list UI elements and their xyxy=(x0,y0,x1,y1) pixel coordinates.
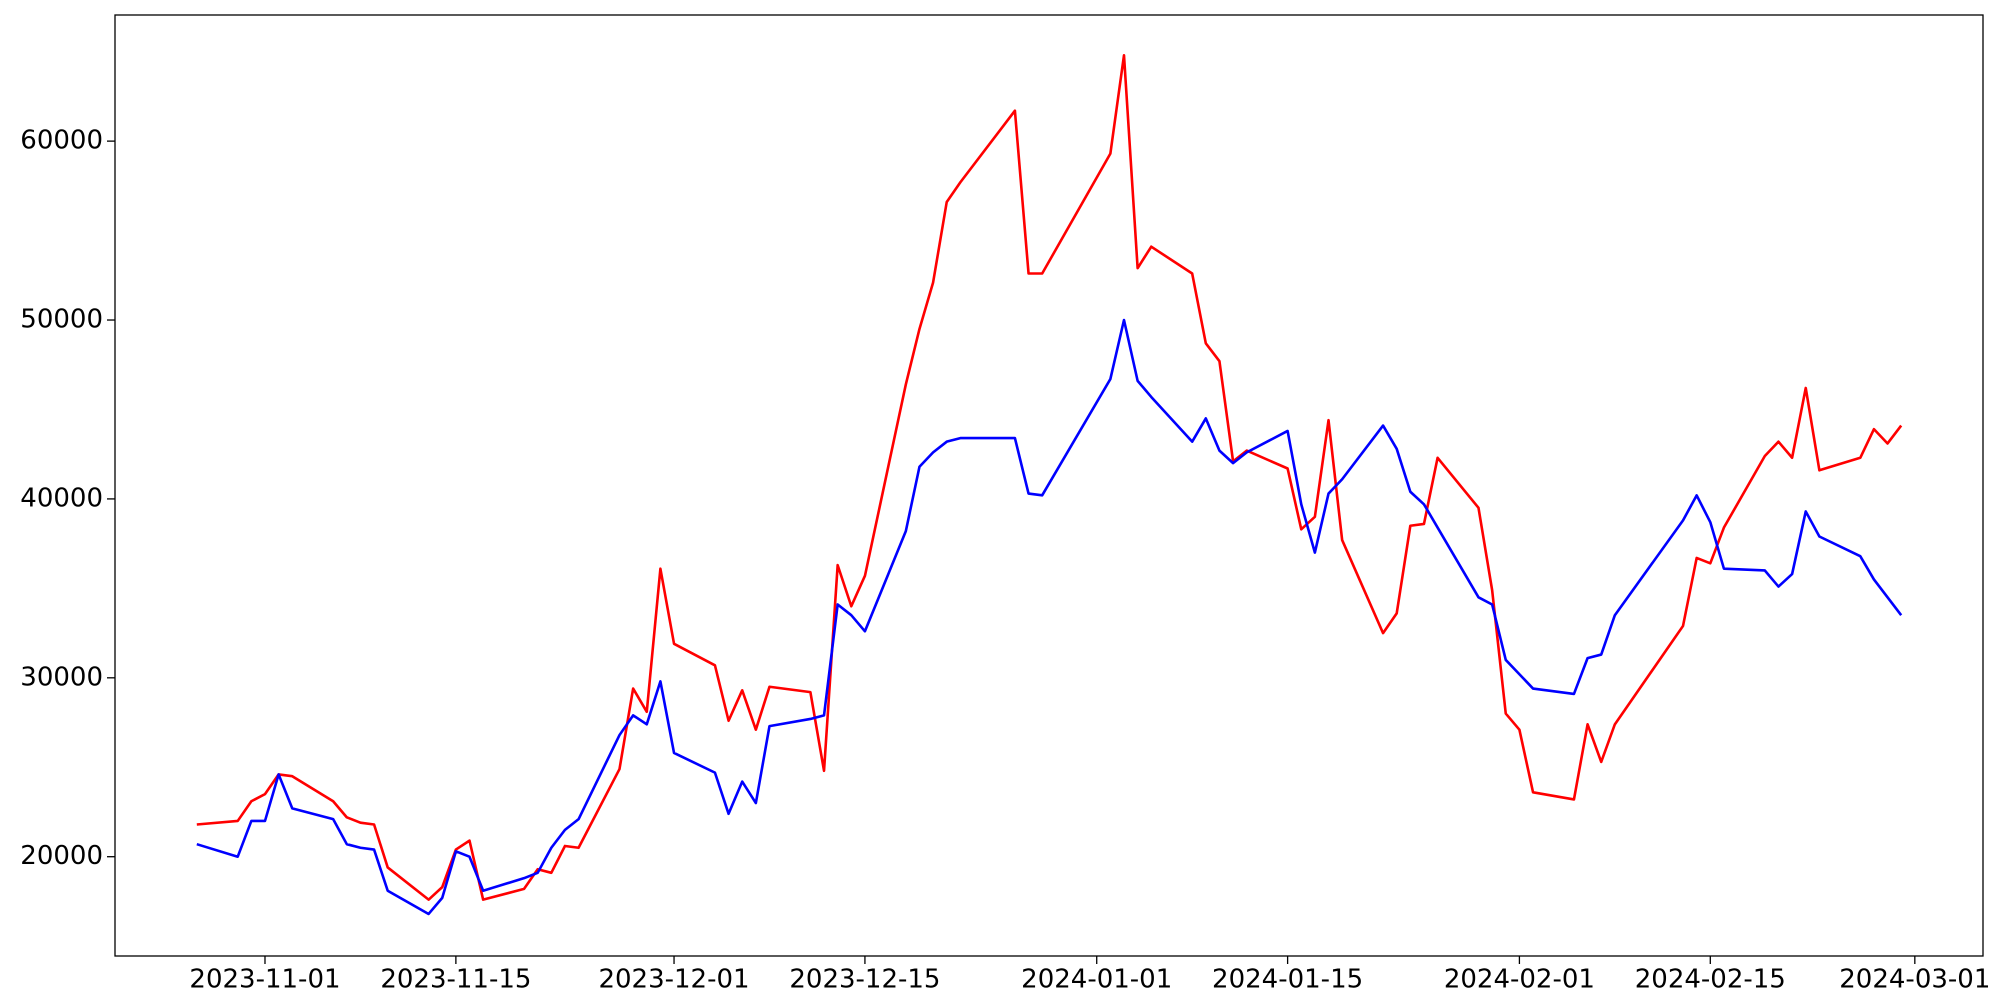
y-tick-label: 60000 xyxy=(20,126,103,156)
x-tick-label: 2024-01-01 xyxy=(1021,965,1172,995)
y-tick-label: 20000 xyxy=(20,841,103,871)
x-tick-label: 2023-12-15 xyxy=(789,965,940,995)
x-tick-label: 2023-11-15 xyxy=(380,965,531,995)
line-series xyxy=(196,53,1903,901)
plot-frame xyxy=(114,14,1984,957)
y-tick-label: 40000 xyxy=(20,483,103,513)
x-tick-label: 2023-12-01 xyxy=(598,965,749,995)
x-tick-label: 2024-02-01 xyxy=(1444,965,1595,995)
x-tick-label: 2024-03-01 xyxy=(1839,965,1990,995)
y-tick-label: 50000 xyxy=(20,305,103,335)
x-tick-label: 2024-01-15 xyxy=(1212,965,1363,995)
line-series xyxy=(196,318,1903,916)
x-tick-label: 2023-11-01 xyxy=(189,965,340,995)
y-tick-label: 30000 xyxy=(20,662,103,692)
x-tick-label: 2024-02-15 xyxy=(1635,965,1786,995)
